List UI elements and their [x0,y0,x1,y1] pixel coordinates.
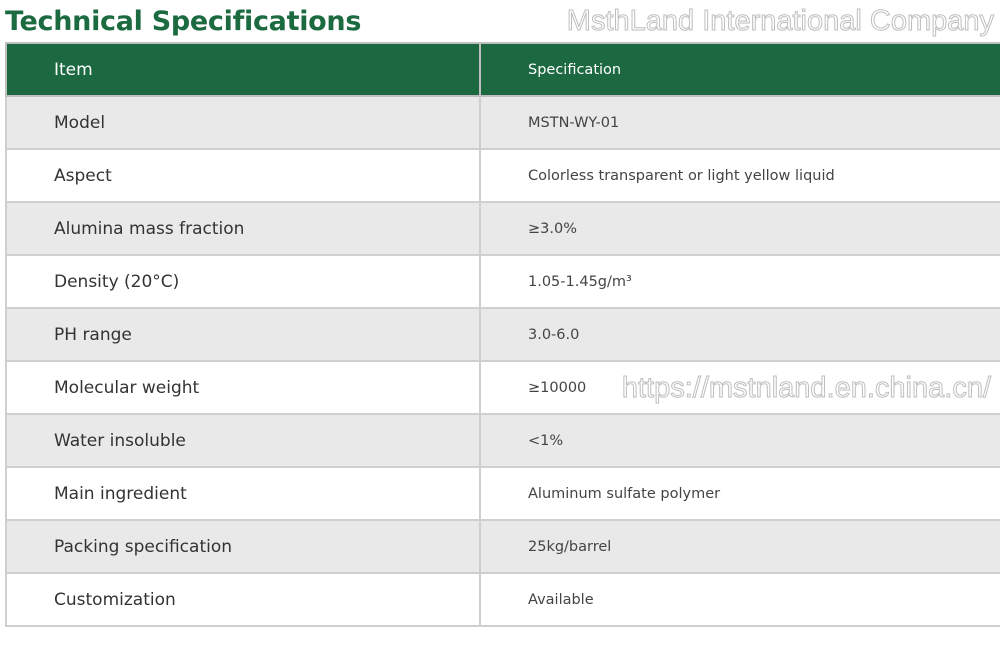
item-text: Water insoluble [54,430,186,451]
table-row: Aspect Colorless transparent or light yel… [5,148,1000,203]
specification-cell: Available [479,572,1000,627]
item-cell: Aspect [5,148,481,203]
item-cell: Alumina mass fraction [5,201,481,256]
header-specification: Specification [479,42,1000,97]
specification-text: <1% [528,432,564,449]
table-row: Density (20°C) 1.05-1.45g/m³ [5,254,1000,309]
item-text: Customization [54,589,176,610]
table-row: Customization Available [5,572,1000,627]
page-title: Technical Specifications [5,6,362,37]
item-cell: Packing specification [5,519,481,574]
specification-text: ≥3.0% [528,220,577,237]
table-row: Molecular weight ≥10000 https://mstnland.e… [5,360,1000,415]
item-cell: Main ingredient [5,466,481,521]
item-cell: Density (20°C) [5,254,481,309]
specification-cell: 25kg/barrel [479,519,1000,574]
specification-text: Colorless transparent or light yellow li… [528,167,835,184]
item-text: Density (20°C) [54,271,180,292]
specification-text: Aluminum sulfate polymer [528,485,721,502]
specification-cell: <1% [479,413,1000,468]
item-text: Alumina mass fraction [54,218,245,239]
item-cell: PH range [5,307,481,362]
specification-cell: ≥10000 https://mstnland.en.china.cn/ [479,360,1000,415]
item-text: PH range [54,324,132,345]
table-row: Main ingredient Aluminum sulfate polymer [5,466,1000,521]
specification-text: 25kg/barrel [528,538,612,555]
specification-cell: ≥3.0% [479,201,1000,256]
item-text: Main ingredient [54,483,187,504]
specification-cell: Aluminum sulfate polymer [479,466,1000,521]
item-cell: Customization [5,572,481,627]
table-row: Alumina mass fraction ≥3.0% [5,201,1000,256]
table-row: Packing specification 25kg/barrel [5,519,1000,574]
table-row: PH range 3.0-6.0 [5,307,1000,362]
table-row: Model MSTN-WY-01 [5,95,1000,150]
specification-cell: 1.05-1.45g/m³ [479,254,1000,309]
item-text: Packing specification [54,536,233,557]
table-header-row: Item Specification [5,42,1000,97]
item-text: Model [54,112,106,133]
item-text: Molecular weight [54,377,200,398]
item-cell: Molecular weight [5,360,481,415]
specification-cell: Colorless transparent or light yellow li… [479,148,1000,203]
specification-text: 3.0-6.0 [528,326,580,343]
specification-cell: 3.0-6.0 [479,307,1000,362]
specification-text: ≥10000 [528,379,587,396]
specification-text: MSTN-WY-01 [528,114,620,131]
specification-text: 1.05-1.45g/m³ [528,273,632,290]
item-cell: Model [5,95,481,150]
specification-text: Available [528,591,594,608]
watermark-company: MsthLand International Company [566,5,994,38]
header-item: Item [5,42,481,97]
table-row: Water insoluble <1% [5,413,1000,468]
watermark-url: https://mstnland.en.china.cn/ [621,371,991,404]
item-cell: Water insoluble [5,413,481,468]
item-text: Aspect [54,165,112,186]
specification-cell: MSTN-WY-01 [479,95,1000,150]
spec-table: Item Specification Model MSTN-WY-01 Aspect… [5,42,1000,627]
